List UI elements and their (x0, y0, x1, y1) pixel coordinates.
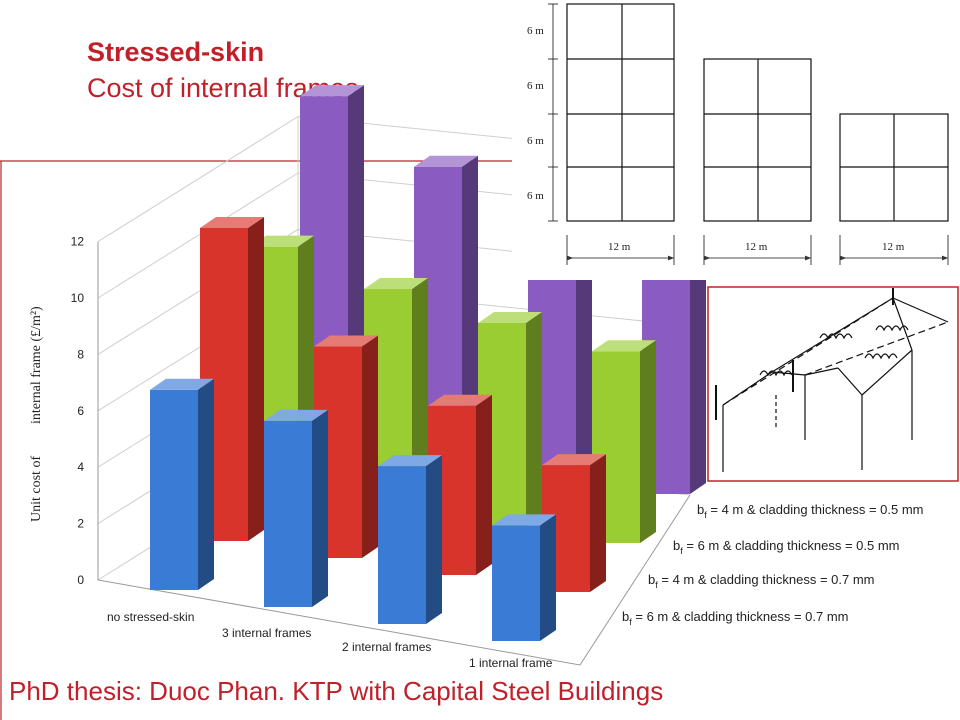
bar-side (526, 311, 542, 526)
height-label-3: 6 m (527, 135, 544, 147)
chart-bars (150, 85, 706, 641)
bar-top (428, 394, 492, 406)
category-label-3: 1 internal frame (469, 656, 553, 670)
legend-entry-2: bf = 6 m & cladding thickness = 0.5 mm (673, 538, 900, 556)
footer-credit: PhD thesis: Duoc Phan. KTP with Capital … (9, 676, 664, 706)
floor-edge (97, 494, 691, 666)
bar-top (414, 155, 478, 167)
bar-top (300, 85, 364, 97)
bar-top (478, 311, 542, 323)
y-tick-label: 0 (77, 573, 84, 587)
stressed-skin-sketch-panel (707, 286, 959, 482)
bar-front (150, 389, 198, 590)
spring-icon-2 (819, 333, 853, 340)
bar-side (462, 155, 478, 460)
bar-top (364, 278, 428, 290)
y-axis-label-part1: Unit cost of (29, 456, 44, 522)
bar-top (314, 335, 378, 347)
y-tick-label: 8 (77, 347, 84, 361)
category-label-0: no stressed-skin (107, 610, 194, 624)
frame-diagram-panel (512, 0, 960, 280)
spring-icon-4 (875, 325, 909, 332)
bar-side (248, 216, 264, 542)
frame-dimension-labels: 6 m 6 m 6 m 6 m 12 m 12 m 12 m (527, 25, 905, 253)
frame-layout-diagram (548, 3, 949, 265)
bar-side (476, 394, 492, 575)
bar-top (264, 409, 328, 421)
stressed-skin-sketch (715, 288, 949, 472)
bar-side (540, 514, 556, 641)
chart-legend: bf = 4 m & cladding thickness = 0.5 mm b… (622, 502, 924, 627)
bar-side (590, 454, 606, 592)
category-label-1: 3 internal frames (222, 626, 311, 640)
y-tick-label: 2 (77, 517, 84, 531)
category-labels: no stressed-skin 3 internal frames 2 int… (107, 610, 553, 670)
bar-side (312, 409, 328, 607)
legend-entry-0: bf = 6 m & cladding thickness = 0.7 mm (622, 609, 849, 627)
spring-icon-3 (864, 353, 898, 360)
bar-top (378, 455, 442, 467)
bar-side (198, 378, 214, 590)
category-label-2: 2 internal frames (342, 640, 431, 654)
bar-side (362, 335, 378, 558)
frame-grid-4-bay (566, 3, 675, 222)
bar-side (412, 278, 428, 509)
height-label-4: 6 m (527, 190, 544, 202)
bar-s0-c0 (150, 378, 214, 590)
bar-chart-3d: 0 2 4 6 8 10 12 Unit cost of internal frame (£… (29, 85, 924, 670)
bar-front (264, 420, 312, 607)
bar-top (592, 340, 656, 352)
bar-s0-c3 (492, 514, 556, 641)
y-tick-label: 10 (71, 291, 85, 305)
y-tick-label: 4 (77, 460, 84, 474)
bar-side (640, 340, 656, 543)
bar-top (542, 454, 606, 466)
bar-top (492, 514, 556, 526)
spring-icon (759, 370, 793, 377)
width-label-1: 12 m (608, 241, 631, 253)
legend-entry-3: bf = 4 m & cladding thickness = 0.5 mm (697, 502, 924, 520)
bar-side (690, 217, 706, 495)
y-axis-ticks: 0 2 4 6 8 10 12 (71, 235, 85, 587)
legend-entry-1: bf = 4 m & cladding thickness = 0.7 mm (648, 572, 875, 590)
y-axis-label: Unit cost of internal frame (£/m²) (29, 306, 44, 522)
width-label-2: 12 m (745, 241, 768, 253)
bar-s0-c1 (264, 409, 328, 607)
title-line-1: Stressed-skin (87, 37, 265, 67)
bar-top (150, 378, 214, 390)
bar-top (250, 235, 314, 247)
height-label-1: 6 m (527, 25, 544, 37)
height-label-2: 6 m (527, 80, 544, 92)
bar-s0-c2 (378, 455, 442, 624)
bar-front (378, 466, 426, 624)
y-tick-label: 6 (77, 404, 84, 418)
bar-top (200, 216, 264, 228)
bar-side (426, 455, 442, 624)
width-label-3: 12 m (882, 241, 905, 253)
y-axis-label-part2: internal frame (£/m²) (29, 306, 44, 424)
y-tick-label: 12 (71, 235, 85, 249)
bar-front (492, 525, 540, 641)
